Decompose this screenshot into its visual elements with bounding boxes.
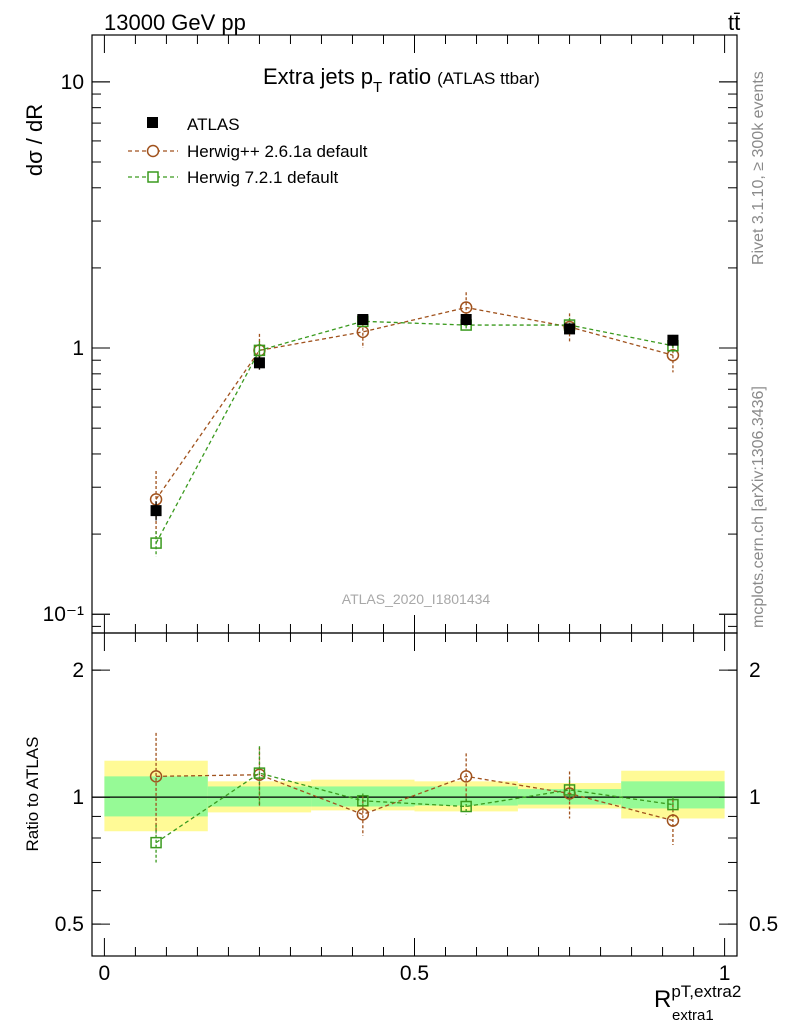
- x-tick-label: 0: [99, 962, 111, 985]
- ratio-xlabel: RpT,extra2: [654, 982, 741, 1013]
- data-point: [253, 344, 266, 357]
- ratio-point: [563, 784, 576, 796]
- data-point: [666, 348, 680, 362]
- header-process: tt̄: [728, 10, 740, 35]
- ratio-series: [149, 732, 680, 863]
- main-title: Extra jets pT ratio (ATLAS ttbar): [263, 64, 540, 96]
- data-point: [459, 301, 473, 314]
- ratio-panel: 2 1 0.5 2 1 0.5 0 0.5 1 Ratio to ATLAS RpT,extra…: [23, 632, 778, 1024]
- ratio-xlabel-sub: extra1: [672, 1007, 714, 1024]
- main-panel: 10 1 10⁻¹ Extra jets pT ratio (ATLAS ttbar)…: [22, 34, 738, 634]
- analysis-id: ATLAS_2020_I1801434: [342, 591, 491, 607]
- data-point: [357, 314, 369, 326]
- ratio-line: [156, 774, 674, 822]
- y-tick-label-right: 1: [749, 786, 761, 809]
- series-line: [155, 320, 674, 544]
- y-tick-label: 10⁻¹: [43, 603, 84, 626]
- main-series: [149, 292, 680, 557]
- ratio-point: [460, 800, 472, 813]
- data-point: [150, 505, 162, 517]
- rivet-label: Rivet 3.1.10, ≥ 300k events: [750, 71, 767, 265]
- mcplots-label: mcplots.cern.ch [arXiv:1306.3436]: [750, 386, 767, 628]
- ratio-point: [459, 770, 473, 783]
- ratio-point: [667, 798, 679, 811]
- ratio-line: [155, 772, 674, 844]
- ratio-point: [666, 814, 680, 827]
- ratio-point: [149, 770, 163, 783]
- data-point: [564, 323, 576, 335]
- ratio-point: [356, 808, 370, 821]
- ratio-point: [357, 795, 369, 807]
- ratio-axes: 2 1 0.5 2 1 0.5 0 0.5 1: [55, 633, 778, 985]
- legend-marker-herwig7: [147, 171, 159, 183]
- header-energy: 13000 GeV pp: [104, 10, 246, 35]
- y-tick-label: 10: [61, 71, 84, 94]
- ratio-ylabel: Ratio to ATLAS: [23, 737, 42, 852]
- data-point: [460, 314, 472, 326]
- legend-label-herwigpp: Herwig++ 2.6.1a default: [187, 142, 368, 161]
- legend-label-herwig7: Herwig 7.2.1 default: [187, 168, 338, 187]
- data-point: [667, 334, 679, 346]
- y-tick-label: 1: [72, 337, 84, 360]
- main-axes: 10 1 10⁻¹: [43, 35, 737, 633]
- y-tick-label: 0.5: [55, 913, 84, 936]
- legend-marker-herwigpp: [146, 144, 160, 158]
- x-tick-label: 1: [719, 962, 731, 985]
- y-tick-label-right: 2: [749, 659, 761, 682]
- y-tick-label-right: 0.5: [749, 913, 778, 936]
- y-tick-label: 1: [72, 786, 84, 809]
- legend-label-atlas: ATLAS: [187, 115, 240, 134]
- ratio-frame: [91, 632, 738, 957]
- main-ylabel: dσ / dR: [22, 104, 47, 176]
- ratio-point: [150, 836, 162, 849]
- legend: ATLAS Herwig++ 2.6.1a default Herwig 7.2…: [128, 115, 368, 187]
- data-point: [253, 357, 265, 369]
- ratio-point: [253, 767, 266, 779]
- x-tick-label: 0.5: [400, 962, 429, 985]
- y-tick-label: 2: [72, 659, 84, 682]
- legend-marker-atlas: [147, 117, 158, 128]
- series-line: [155, 306, 674, 500]
- data-point: [150, 537, 162, 549]
